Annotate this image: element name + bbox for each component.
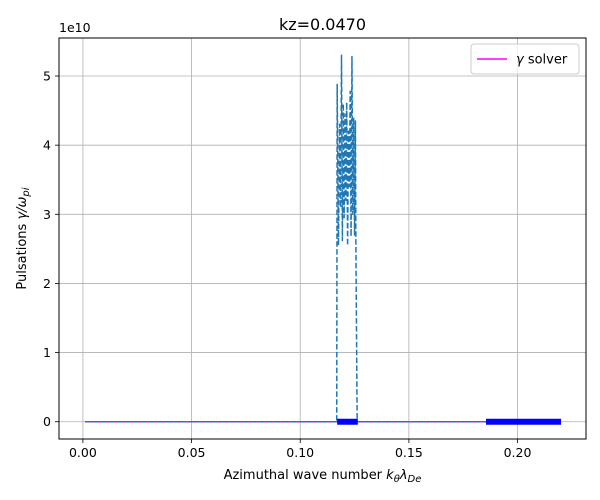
y-axis-label: Pulsations γ/ωpi <box>15 187 32 289</box>
ticks: 0.00 0.05 0.10 0.15 0.20 0 1 2 3 4 5 <box>43 69 531 460</box>
chart-title: kz=0.0470 <box>279 15 366 34</box>
x-tick-label: 0.00 <box>69 445 97 460</box>
x-tick-label: 0.20 <box>504 445 532 460</box>
grid <box>59 38 586 439</box>
y-axis-label-sub: pi <box>21 187 32 197</box>
y-tick-label: 1 <box>43 345 51 360</box>
x-axis-label-text: Azimuthal wave number <box>224 468 387 483</box>
y-scale-label: 1e10 <box>59 20 91 35</box>
x-axis-label: Azimuthal wave number kθλDe <box>224 468 422 485</box>
y-tick-label: 5 <box>43 69 51 84</box>
x-axis-label-sub2: De <box>408 474 422 485</box>
legend-label: γ solver <box>516 53 568 68</box>
x-tick-label: 0.05 <box>178 445 206 460</box>
y-tick-label: 3 <box>43 207 51 222</box>
legend-label-symbol: γ <box>516 53 525 68</box>
y-tick-label: 2 <box>43 276 51 291</box>
y-tick-label: 4 <box>43 138 51 153</box>
plot-area <box>85 54 562 425</box>
x-axis-label-lambda: λ <box>399 468 408 483</box>
y-axis-label-symbol: γ/ω <box>15 196 30 219</box>
x-axis-label-sub1: θ <box>394 474 400 485</box>
x-axis-label-k: k <box>386 468 394 483</box>
dashed-series-line <box>85 54 562 423</box>
y-tick-label: 0 <box>43 414 51 429</box>
legend-box <box>470 43 580 75</box>
axes-frame <box>58 37 587 440</box>
x-tick-label: 0.10 <box>286 445 314 460</box>
legend-label-text: solver <box>524 53 568 68</box>
y-axis-label-text: Pulsations <box>15 220 30 290</box>
x-tick-label: 0.15 <box>395 445 423 460</box>
legend: γ solver <box>470 43 580 75</box>
